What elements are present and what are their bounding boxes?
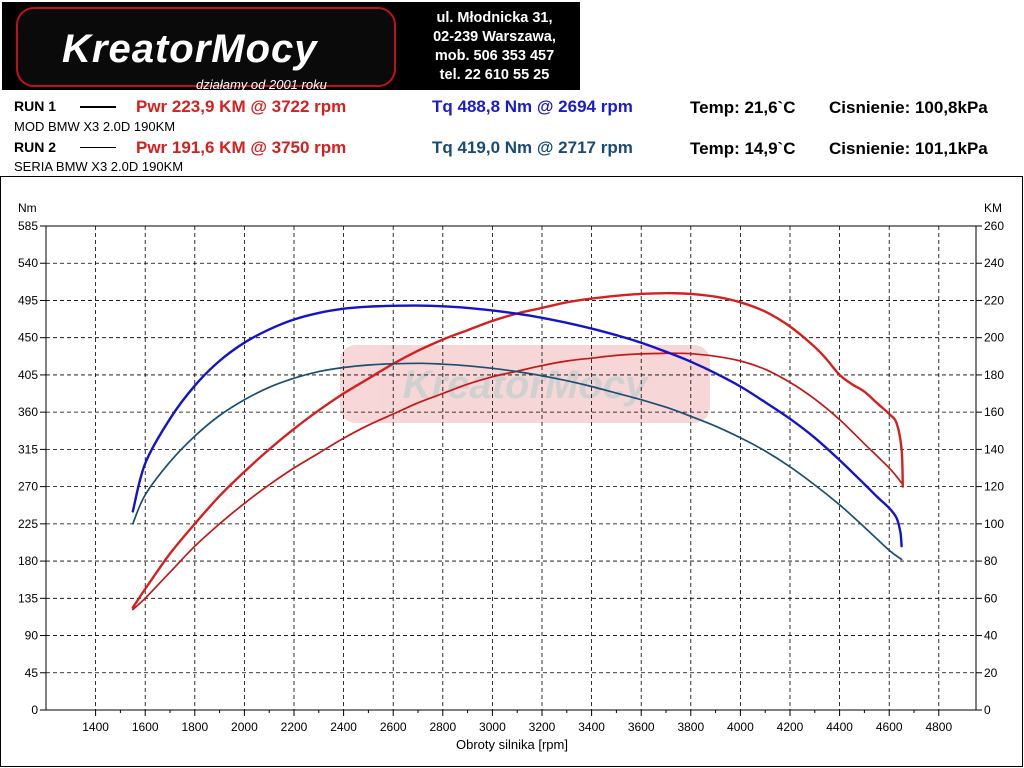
- brand-tagline: działamy od 2001 roku: [196, 77, 327, 92]
- x-tick-label: 4400: [826, 720, 853, 734]
- x-axis-label: Obroty silnika [rpm]: [456, 737, 568, 752]
- brand-logo: KreatorMocy działamy od 2001 roku: [16, 7, 396, 92]
- x-tick-label: 3400: [578, 720, 605, 734]
- run1-torque-curve: [131, 304, 903, 548]
- x-tick-label: 3800: [677, 720, 704, 734]
- brand-logo-text: KreatorMocy: [62, 27, 318, 71]
- run2-power-summary: Pwr 191,6 KM @ 3750 rpm: [136, 138, 347, 157]
- y-left-tick-label: 270: [18, 480, 38, 494]
- run1-power-curve: [131, 291, 904, 609]
- plot-area: [45, 225, 977, 711]
- y-right-tick-label: 0: [984, 703, 991, 717]
- y-left-tick-label: 90: [25, 629, 39, 643]
- x-tick-label: 2400: [330, 720, 357, 734]
- run2-legend-line: [80, 147, 116, 148]
- y-left-tick-label: 585: [18, 219, 38, 233]
- phone-line: tel. 22 610 55 25: [439, 67, 550, 83]
- x-tick-label: 4600: [876, 720, 903, 734]
- address-line: ul. Młodnicka 31,: [436, 10, 553, 26]
- x-tick-label: 2200: [281, 720, 308, 734]
- y-right-tick-label: 60: [984, 591, 998, 605]
- run2-pressure: Cisnienie: 101,1kPa: [829, 139, 988, 158]
- y-left-tick-label: 360: [18, 405, 38, 419]
- y-right-tick-label: 20: [984, 666, 998, 680]
- x-tick-label: 4800: [925, 720, 952, 734]
- watermark-text: KreatorMocy: [403, 363, 649, 407]
- y-right-tick-label: 240: [984, 256, 1004, 270]
- x-tick-label: 4200: [777, 720, 804, 734]
- run1-pressure: Cisnienie: 100,8kPa: [829, 98, 988, 117]
- y-right-tick-label: 120: [984, 480, 1004, 494]
- run1-power-summary: Pwr 223,9 KM @ 3722 rpm: [136, 97, 347, 116]
- y-left-tick-label: 495: [18, 293, 38, 307]
- run1-description: MOD BMW X3 2.0D 190KM: [14, 119, 176, 134]
- x-tick-label: 1400: [82, 720, 109, 734]
- y-left-tick-label: 135: [18, 591, 38, 605]
- x-tick-label: 3000: [479, 720, 506, 734]
- y-right-tick-label: 180: [984, 368, 1004, 382]
- run2-temperature: Temp: 14,9`C: [690, 139, 796, 158]
- y-left-tick-label: 315: [18, 442, 38, 456]
- run2-label: RUN 2: [14, 139, 57, 155]
- run1-torque-summary: Tq 488,8 Nm @ 2694 rpm: [432, 97, 633, 116]
- x-tick-label: 2800: [429, 720, 456, 734]
- run2-description: SERIA BMW X3 2.0D 190KM: [14, 159, 184, 174]
- y-right-tick-label: 260: [984, 219, 1004, 233]
- address-line: 02-239 Warszawa,: [433, 29, 556, 45]
- y-axis-right-label: KM: [984, 201, 1002, 215]
- y-right-tick-label: 40: [984, 629, 998, 643]
- y-right-tick-label: 200: [984, 331, 1004, 345]
- watermark: KreatorMocy: [340, 345, 710, 423]
- run1-temperature: Temp: 21,6`C: [690, 98, 796, 117]
- y-left-tick-label: 405: [18, 368, 38, 382]
- x-tick-label: 1800: [181, 720, 208, 734]
- phone-line: mob. 506 353 457: [434, 48, 555, 64]
- y-left-tick-label: 45: [25, 666, 39, 680]
- x-tick-label: 1600: [132, 720, 159, 734]
- y-left-tick-label: 180: [18, 554, 38, 568]
- x-tick-label: 2600: [380, 720, 407, 734]
- y-left-tick-label: 540: [18, 256, 38, 270]
- y-right-tick-label: 160: [984, 405, 1004, 419]
- run2-torque-summary: Tq 419,0 Nm @ 2717 rpm: [432, 138, 633, 157]
- run2-power-curve: [131, 352, 903, 611]
- run2-torque-curve: [131, 362, 903, 561]
- y-left-tick-label: 0: [31, 703, 38, 717]
- y-right-tick-label: 80: [984, 554, 998, 568]
- x-tick-label: 2000: [231, 720, 258, 734]
- chart-frame: [0, 176, 1023, 767]
- y-left-tick-label: 225: [18, 517, 38, 531]
- y-right-tick-label: 140: [984, 442, 1004, 456]
- x-tick-label: 3200: [529, 720, 556, 734]
- header-banner: KreatorMocy działamy od 2001 roku ul. Mł…: [2, 2, 580, 92]
- y-left-tick-label: 450: [18, 331, 38, 345]
- y-axis-left-label: Nm: [18, 201, 37, 215]
- y-right-tick-label: 100: [984, 517, 1004, 531]
- y-right-tick-label: 220: [984, 293, 1004, 307]
- run1-legend-line: [80, 106, 116, 108]
- x-tick-label: 3600: [628, 720, 655, 734]
- contact-address: ul. Młodnicka 31, 02-239 Warszawa, mob. …: [412, 9, 577, 85]
- run1-label: RUN 1: [14, 98, 57, 114]
- x-tick-label: 4000: [727, 720, 754, 734]
